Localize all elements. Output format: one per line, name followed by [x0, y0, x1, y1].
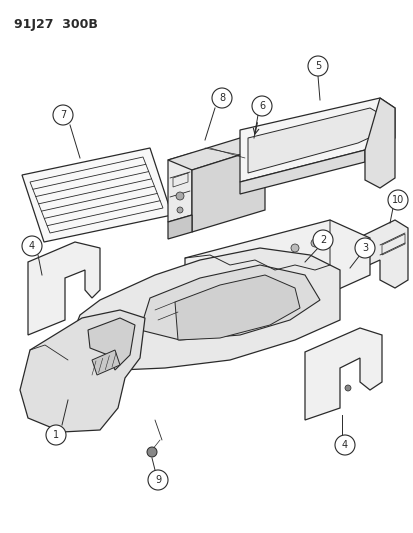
Circle shape — [147, 470, 168, 490]
Text: 7: 7 — [60, 110, 66, 120]
Polygon shape — [357, 220, 407, 288]
Polygon shape — [364, 98, 394, 188]
Circle shape — [176, 192, 183, 200]
Text: 8: 8 — [218, 93, 225, 103]
Polygon shape — [192, 147, 264, 232]
Polygon shape — [240, 98, 394, 182]
Circle shape — [46, 425, 66, 445]
Polygon shape — [140, 265, 319, 340]
Text: 2: 2 — [319, 235, 325, 245]
Polygon shape — [175, 275, 299, 340]
Circle shape — [22, 236, 42, 256]
Polygon shape — [185, 293, 329, 342]
Text: 9: 9 — [154, 475, 161, 485]
Circle shape — [387, 190, 407, 210]
Circle shape — [312, 230, 332, 250]
Circle shape — [177, 207, 183, 213]
Polygon shape — [168, 153, 192, 222]
Circle shape — [344, 385, 350, 391]
Text: 3: 3 — [361, 243, 367, 253]
Circle shape — [334, 435, 354, 455]
Text: 6: 6 — [258, 101, 264, 111]
Circle shape — [53, 105, 73, 125]
Polygon shape — [247, 108, 381, 173]
Circle shape — [354, 238, 374, 258]
Polygon shape — [240, 150, 364, 194]
Text: 91J27  300B: 91J27 300B — [14, 18, 97, 31]
Circle shape — [290, 244, 298, 252]
Circle shape — [147, 447, 157, 457]
Polygon shape — [92, 350, 120, 375]
Text: 1: 1 — [53, 430, 59, 440]
Polygon shape — [185, 220, 369, 330]
Circle shape — [211, 88, 231, 108]
Text: 4: 4 — [341, 440, 347, 450]
Polygon shape — [304, 328, 381, 420]
Circle shape — [252, 96, 271, 116]
Circle shape — [307, 56, 327, 76]
Polygon shape — [22, 148, 171, 242]
Polygon shape — [168, 215, 192, 239]
Text: 4: 4 — [29, 241, 35, 251]
Polygon shape — [168, 138, 264, 170]
Polygon shape — [70, 248, 339, 370]
Polygon shape — [20, 310, 145, 432]
Polygon shape — [28, 242, 100, 335]
Circle shape — [310, 239, 318, 247]
Text: 5: 5 — [314, 61, 320, 71]
Text: 10: 10 — [391, 195, 403, 205]
Polygon shape — [88, 318, 135, 370]
